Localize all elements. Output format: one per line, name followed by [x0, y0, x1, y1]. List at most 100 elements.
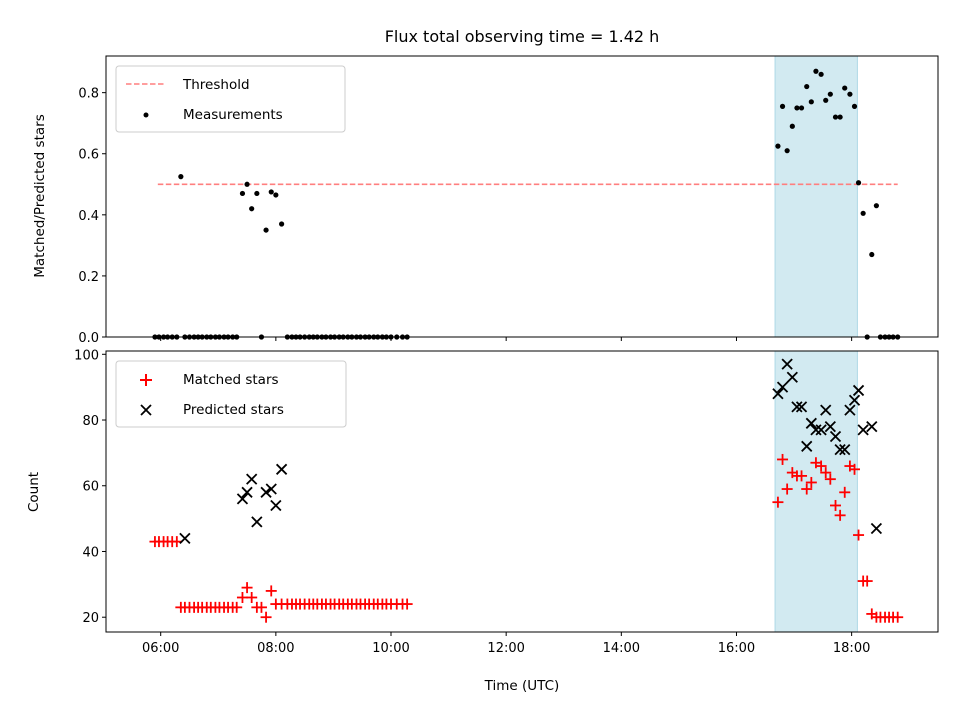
- y-tick-label: 100: [74, 348, 99, 363]
- measurement-point: [152, 334, 158, 340]
- predicted-star-point: [776, 381, 789, 393]
- x-tick-label: 06:00: [142, 641, 179, 656]
- predicted-star-point: [270, 499, 282, 512]
- measurement-point: [216, 334, 223, 340]
- top-axes-frame: [105, 55, 939, 338]
- measurement-point: [186, 334, 193, 340]
- measurement-point: [388, 334, 394, 340]
- measurement-point: [873, 203, 879, 209]
- matched-star-point: [892, 611, 904, 623]
- predicted-star-point: [265, 483, 277, 495]
- predicted-star-point: [260, 486, 272, 498]
- measurement-point: [779, 103, 786, 109]
- measurement-point: [851, 103, 858, 109]
- measurement-point: [182, 334, 188, 340]
- threshold-legend-label: Threshold: [182, 77, 250, 93]
- predicted-star-point: [179, 532, 191, 544]
- measurement-point: [798, 105, 805, 111]
- measurement-point: [319, 334, 325, 340]
- matched-star-point: [255, 601, 267, 613]
- x-tick-label: 16:00: [718, 641, 755, 656]
- predicted-star-point: [870, 522, 883, 535]
- measurement-point: [877, 334, 884, 340]
- x-tick-label: 18:00: [833, 641, 870, 656]
- predicted-star-point: [781, 358, 793, 370]
- measurement-point: [895, 334, 901, 340]
- predicted-star-point: [829, 430, 842, 443]
- matched-legend-swatch: [140, 374, 152, 386]
- matched-star-point: [781, 483, 793, 495]
- measurement-point: [165, 334, 171, 340]
- measurement-point: [297, 334, 303, 340]
- predicted-legend-swatch: [140, 404, 152, 416]
- measurement-point: [258, 334, 265, 340]
- measurement-point: [268, 189, 274, 195]
- measurement-point: [345, 334, 351, 340]
- predicted-star-point: [251, 516, 263, 528]
- measurement-point: [174, 334, 180, 340]
- matched-star-point: [246, 591, 258, 603]
- matched-star-point: [849, 463, 861, 475]
- predicted-star-point: [275, 463, 288, 475]
- predicted-star-point: [839, 443, 851, 456]
- measurement-point: [379, 334, 385, 340]
- measurement-point: [302, 334, 308, 340]
- measurement-point: [353, 334, 360, 340]
- y-tick-label: 20: [82, 611, 99, 626]
- matched-star-point: [772, 496, 784, 508]
- matched-star-point: [236, 591, 248, 603]
- y-tick-label: 80: [82, 414, 99, 429]
- predicted-star-point: [241, 486, 253, 498]
- measurement-point: [349, 334, 355, 340]
- predicted-star-point: [848, 394, 861, 406]
- matched-star-point: [401, 598, 413, 610]
- measurement-point: [404, 334, 410, 340]
- measurement-point: [156, 334, 162, 340]
- matched-star-point: [260, 611, 272, 623]
- matched-star-point: [796, 470, 808, 482]
- measurement-point: [366, 334, 372, 340]
- x-tick-label: 12:00: [487, 641, 524, 656]
- x-tick-label: 10:00: [372, 641, 409, 656]
- measurement-point: [804, 83, 810, 90]
- bottom-legend-box: [115, 360, 347, 428]
- matched-star-point: [839, 486, 851, 498]
- y-tick-label: 60: [82, 480, 99, 495]
- predicted-star-point: [810, 424, 822, 436]
- measurement-point: [273, 192, 279, 198]
- measurement-point: [225, 334, 231, 340]
- measurement-point: [221, 334, 227, 340]
- measurement-point: [208, 334, 214, 340]
- y-tick-label: 0.0: [78, 331, 99, 346]
- measurement-point: [314, 334, 320, 340]
- measurement-point: [362, 334, 368, 340]
- measurement-point: [890, 334, 896, 340]
- measurement-point: [230, 334, 236, 340]
- measurement-point: [234, 334, 240, 340]
- predicted-star-point: [236, 493, 249, 505]
- matched-star-point: [805, 476, 817, 488]
- measurement-point: [399, 334, 406, 340]
- measurement-point: [169, 334, 175, 340]
- measurement-point: [279, 221, 285, 227]
- measurement-point: [860, 210, 866, 216]
- measurement-point: [212, 334, 218, 340]
- y-tick-label: 0.2: [78, 270, 99, 285]
- measurement-point: [882, 334, 888, 340]
- measurement-point: [375, 334, 381, 340]
- measurement-point: [813, 68, 819, 74]
- measurement-point: [323, 334, 329, 340]
- predicted-star-point: [795, 401, 808, 413]
- x-tick-label: 08:00: [257, 641, 294, 656]
- matched-star-point: [820, 467, 832, 479]
- predicted-legend-label: Predicted stars: [183, 402, 284, 418]
- measurements-legend-swatch: [143, 112, 149, 118]
- y-tick-label: 0.8: [78, 87, 99, 102]
- bottom-legend: Matched stars Predicted stars: [115, 360, 347, 428]
- measurement-point: [249, 206, 255, 212]
- matched-star-point: [834, 509, 846, 521]
- measurement-point: [160, 334, 167, 340]
- x-axis-label: Time (UTC): [484, 678, 560, 694]
- measurement-point: [178, 174, 184, 180]
- measurement-point: [195, 334, 201, 340]
